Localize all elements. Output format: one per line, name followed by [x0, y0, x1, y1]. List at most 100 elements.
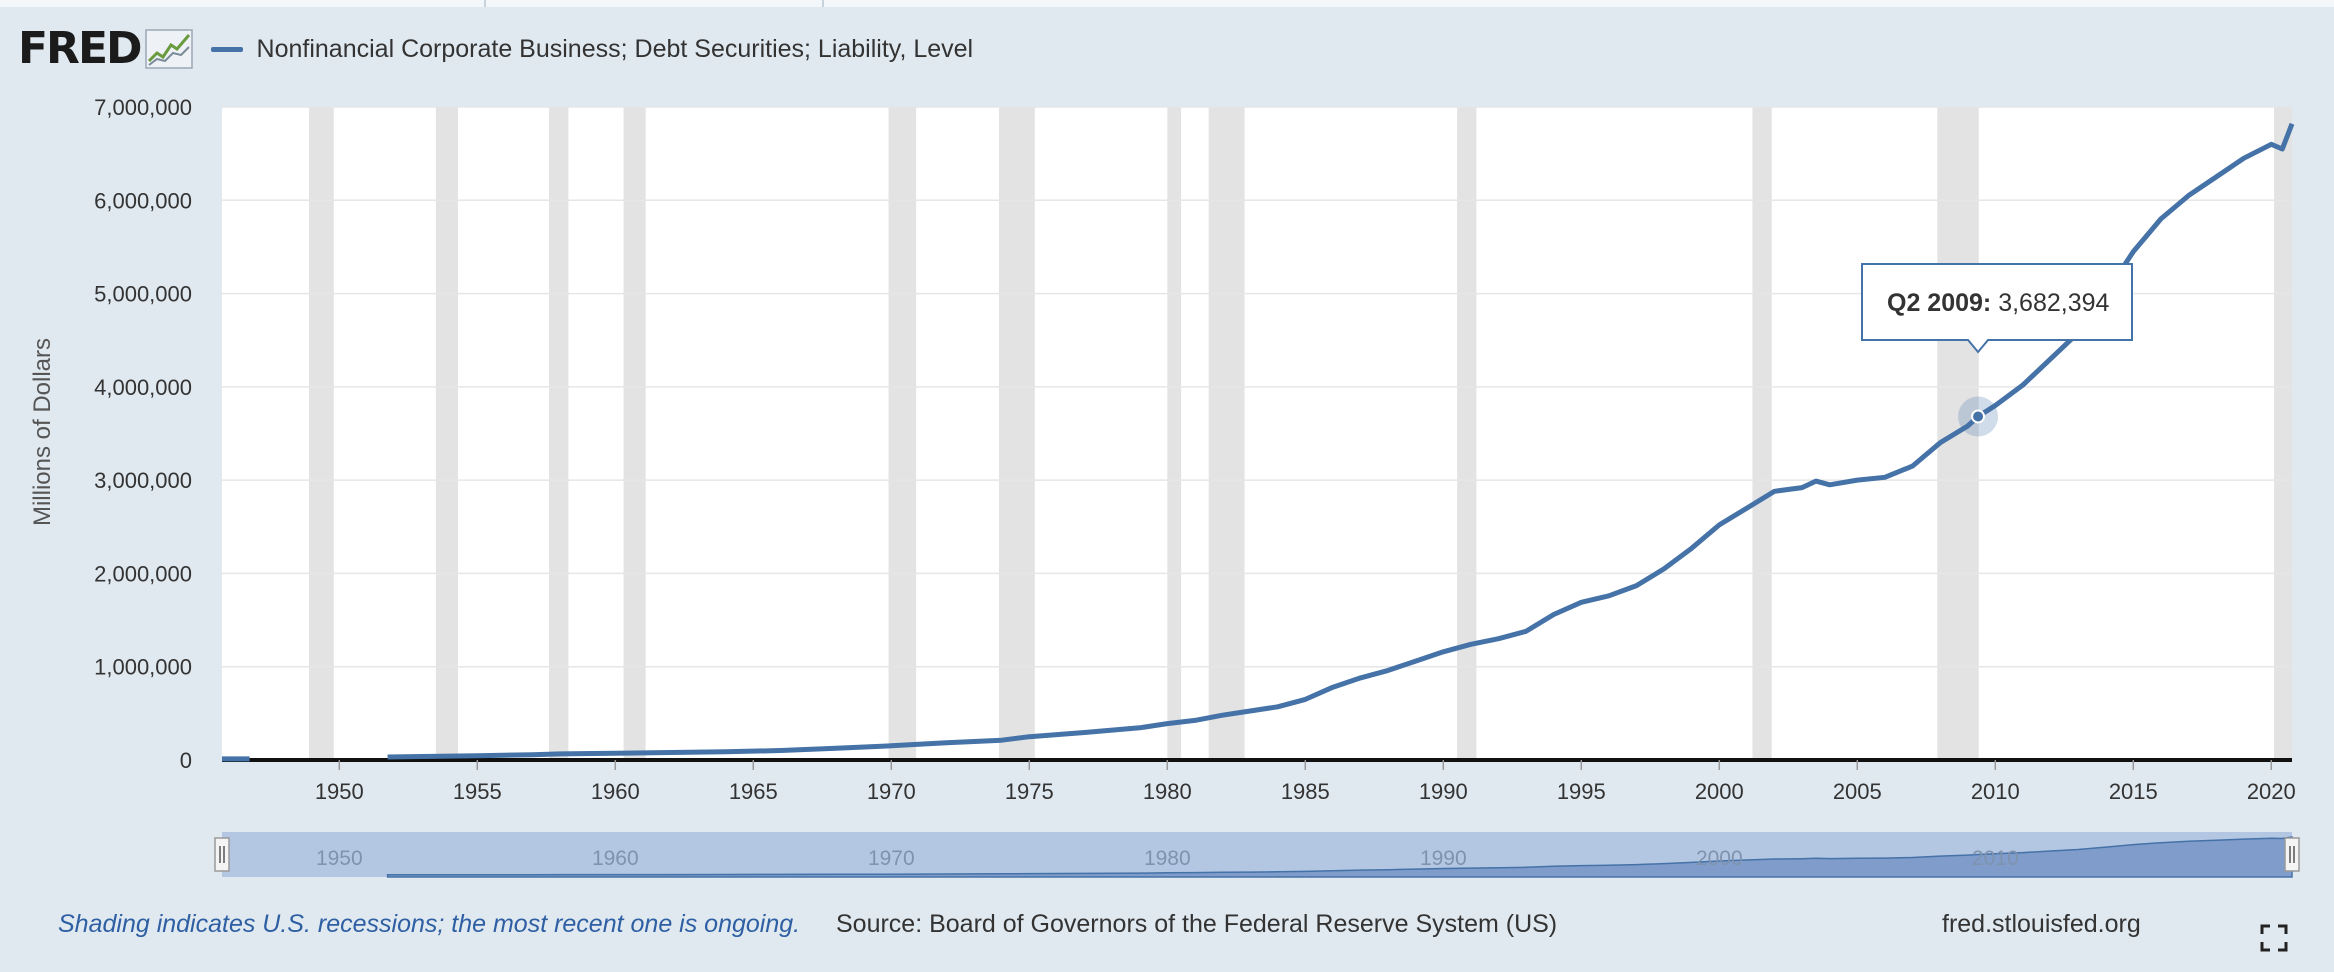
recession-band	[1457, 107, 1477, 760]
data-point[interactable]	[2020, 382, 2026, 388]
data-point[interactable]	[1137, 725, 1143, 731]
data-point[interactable]	[1220, 712, 1226, 718]
series-line[interactable]	[222, 121, 2295, 762]
data-point[interactable]	[2241, 155, 2247, 161]
top-strip	[0, 0, 2334, 7]
data-point[interactable]	[1799, 485, 1805, 491]
data-point[interactable]	[1772, 488, 1778, 494]
navigator-area	[386, 836, 2293, 878]
data-point[interactable]	[778, 747, 784, 753]
y-tick-label: 6,000,000	[94, 188, 192, 213]
data-point[interactable]	[1854, 477, 1860, 483]
navigator-label: 1960	[592, 847, 639, 870]
series-path[interactable]	[387, 122, 2295, 760]
data-point[interactable]	[1192, 717, 1198, 723]
x-tick-label: 1960	[591, 779, 640, 804]
data-point[interactable]	[2289, 121, 2295, 127]
range-navigator[interactable]: 1950 1960 1970 1980 1990 2000 2010	[214, 832, 2300, 878]
data-point[interactable]	[557, 751, 563, 757]
data-point[interactable]	[1882, 474, 1888, 480]
data-point[interactable]	[1910, 463, 1916, 469]
data-point[interactable]	[2279, 146, 2285, 152]
x-tick-label: 1980	[1143, 779, 1192, 804]
data-point[interactable]	[1468, 641, 1474, 647]
data-point[interactable]	[888, 743, 894, 749]
data-point[interactable]	[1496, 636, 1502, 642]
data-point[interactable]	[1689, 545, 1695, 551]
data-point[interactable]	[2158, 216, 2164, 222]
data-point[interactable]	[1247, 708, 1253, 714]
data-point[interactable]	[2213, 174, 2219, 180]
tooltip: Q2 2009: 3,682,394	[1861, 263, 2133, 437]
data-point[interactable]	[1827, 482, 1833, 488]
series-legend-swatch	[210, 46, 243, 52]
data-point[interactable]	[1275, 704, 1281, 710]
data-point[interactable]	[668, 750, 674, 756]
navigator-label: 1970	[868, 847, 915, 870]
data-point[interactable]	[1744, 505, 1750, 511]
data-point[interactable]	[2186, 193, 2192, 199]
x-tick-label: 1990	[1419, 779, 1468, 804]
recession-band	[435, 107, 458, 760]
data-point[interactable]	[1551, 611, 1557, 617]
data-point[interactable]	[723, 749, 729, 755]
data-point[interactable]	[1302, 696, 1308, 702]
data-point[interactable]	[1634, 583, 1640, 589]
recession-band	[1208, 107, 1245, 760]
fred-logo[interactable]: FRED	[18, 23, 143, 74]
series-title[interactable]: Nonfinancial Corporate Business; Debt Se…	[256, 34, 974, 63]
data-point[interactable]	[1413, 658, 1419, 664]
recession-band	[549, 107, 569, 760]
x-tick-label: 1955	[453, 779, 502, 804]
navigator-label: 2000	[1696, 847, 1743, 870]
x-tick-label: 1985	[1281, 779, 1330, 804]
data-point[interactable]	[1523, 628, 1529, 634]
data-point[interactable]	[1440, 649, 1446, 655]
data-point[interactable]	[1385, 667, 1391, 673]
data-point[interactable]	[1358, 675, 1364, 681]
data-point[interactable]	[1937, 440, 1943, 446]
y-tick-label: 4,000,000	[94, 375, 192, 400]
data-point[interactable]	[1082, 729, 1088, 735]
navigator-handle[interactable]	[214, 837, 230, 872]
x-axis-ticks: 1950 1955 1960 1965 1970 1975 1980 1985 1990 1995…	[315, 760, 2296, 804]
data-point[interactable]	[1661, 566, 1667, 572]
recession-band	[1167, 107, 1182, 760]
x-tick-label: 1975	[1005, 779, 1054, 804]
x-tick-label: 2015	[2109, 779, 2158, 804]
data-point[interactable]	[833, 745, 839, 751]
data-point[interactable]	[944, 740, 950, 746]
data-point[interactable]	[1813, 478, 1819, 484]
data-point[interactable]	[385, 754, 391, 760]
data-point[interactable]	[1330, 684, 1336, 690]
fullscreen-icon[interactable]	[2260, 924, 2288, 952]
data-point[interactable]	[1578, 599, 1584, 605]
x-tick-label: 1965	[729, 779, 778, 804]
y-tick-label: 7,000,000	[94, 95, 192, 120]
data-point[interactable]	[1716, 522, 1722, 528]
data-point[interactable]	[1164, 721, 1170, 727]
y-axis-ticks: 0 1,000,000 2,000,000 3,000,000 4,000,000 5,0…	[94, 95, 192, 773]
recession-band	[623, 107, 646, 760]
data-point[interactable]	[2130, 249, 2136, 255]
x-tick-label: 2010	[1971, 779, 2020, 804]
site-link[interactable]: fred.stlouisfed.org	[1942, 910, 2141, 938]
hover-marker	[1971, 409, 1986, 424]
data-point[interactable]	[1026, 734, 1032, 740]
data-point[interactable]	[419, 753, 425, 759]
data-point[interactable]	[1606, 593, 1612, 599]
navigator-handle[interactable]	[2284, 837, 2300, 872]
data-point[interactable]	[612, 750, 618, 756]
data-point[interactable]	[2268, 141, 2274, 147]
data-point[interactable]	[474, 753, 480, 759]
data-point[interactable]	[999, 737, 1005, 743]
y-tick-label: 1,000,000	[94, 655, 192, 680]
data-point[interactable]	[2048, 356, 2054, 362]
source-text: Source: Board of Governors of the Federa…	[836, 910, 1558, 938]
top-strip-divider	[822, 0, 824, 7]
y-tick-label: 3,000,000	[94, 468, 192, 493]
data-point[interactable]	[530, 752, 536, 758]
line-chart[interactable]: 0 1,000,000 2,000,000 3,000,000 4,000,000 5,0…	[0, 0, 2334, 900]
chart-header: FRED Nonfinancial Corporate Business; De…	[18, 24, 973, 74]
x-tick-label: 2005	[1833, 779, 1882, 804]
